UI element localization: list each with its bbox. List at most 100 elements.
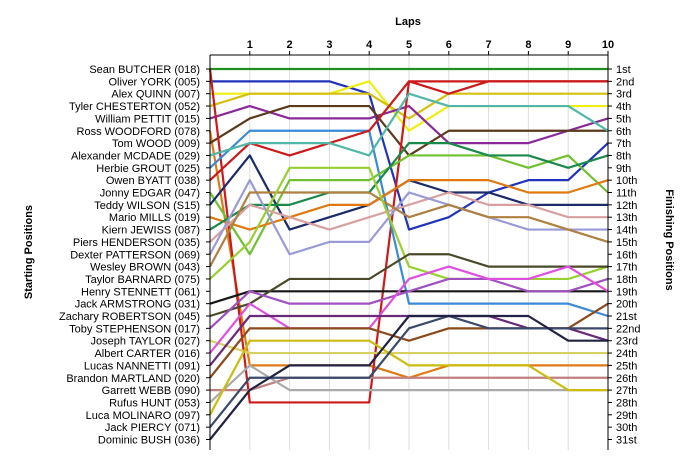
series-line <box>209 179 609 231</box>
x-tick-labels: 1 2 3 4 5 6 7 8 9 10 <box>247 39 614 51</box>
finishing-position-label: 17th <box>616 262 637 274</box>
starting-position-label: Lucas NANNETTI (091) <box>84 360 200 372</box>
starting-position-labels: Sean BUTCHER (018)Oliver YORK (005)Alex … <box>59 64 200 447</box>
starting-position-label: Brandon MARTLAND (020) <box>66 373 200 385</box>
finishing-position-label: 30th <box>616 422 637 434</box>
starting-position-label: Oliver YORK (005) <box>109 76 201 88</box>
finishing-position-label: 9th <box>616 163 631 175</box>
starting-position-label: William PETTIT (015) <box>95 113 200 125</box>
finishing-position-label: 2nd <box>616 76 634 88</box>
starting-position-label: Wesley BROWN (043) <box>90 262 200 274</box>
series-line <box>209 277 609 330</box>
y-axis-title-left: Starting Positions <box>23 205 35 299</box>
finishing-position-label: 18th <box>616 274 637 286</box>
series-line <box>209 142 609 231</box>
finishing-position-label: 14th <box>616 225 637 237</box>
series-line <box>209 314 608 441</box>
series-line <box>210 80 609 231</box>
finishing-position-label: 4th <box>616 101 631 113</box>
starting-position-label: Alex QUINN (007) <box>111 89 200 101</box>
starting-position-label: Ross WOODFORD (078) <box>77 126 200 138</box>
starting-position-label: Mario MILLS (019) <box>109 212 200 224</box>
finishing-position-label: 10th <box>616 175 637 187</box>
x-tick-label: 1 <box>247 39 253 51</box>
finishing-position-label: 1st <box>616 64 631 76</box>
series-line <box>209 339 608 416</box>
starting-position-label: Zachary ROBERTSON (045) <box>59 311 200 323</box>
starting-position-label: Sean BUTCHER (018) <box>89 64 200 76</box>
starting-position-label: Toby STEPHENSON (017) <box>69 323 200 335</box>
starting-position-label: Owen BYATT (038) <box>106 175 200 187</box>
finishing-position-label: 20th <box>616 299 637 311</box>
finishing-position-label: 12th <box>616 200 637 212</box>
finishing-position-label: 28th <box>616 397 637 409</box>
starting-position-label: Albert CARTER (016) <box>94 348 200 360</box>
finishing-position-label: 16th <box>616 249 637 261</box>
starting-position-label: Teddy WILSON (S15) <box>94 200 200 212</box>
starting-position-label: Henry STENNETT (061) <box>81 286 200 298</box>
x-tick-label: 10 <box>602 39 614 51</box>
series-lines <box>208 67 609 441</box>
finishing-position-label: 8th <box>616 150 631 162</box>
series-line <box>209 339 608 355</box>
finishing-position-label: 26th <box>616 373 637 385</box>
finishing-position-label: 5th <box>616 113 631 125</box>
starting-position-label: Dominic BUSH (036) <box>98 435 200 447</box>
starting-position-label: Garrett WEBB (090) <box>102 385 200 397</box>
series-line <box>209 104 609 145</box>
finishing-position-label: 7th <box>616 138 631 150</box>
finishing-position-label: 27th <box>616 385 637 397</box>
series-line <box>209 265 609 354</box>
finishing-position-labels: 1st2nd3rd4th5th6th7th8th9th10th11th12th1… <box>616 64 640 447</box>
series-line <box>209 92 609 157</box>
finishing-position-label: 31st <box>616 435 637 447</box>
series-line <box>209 314 608 428</box>
series-line <box>209 191 608 243</box>
y-axis-title-right: Finishing Positions <box>663 189 675 290</box>
finishing-position-label: 6th <box>616 126 631 138</box>
starting-position-label: Herbie GROUT (025) <box>96 163 200 175</box>
starting-position-label: Jack PIERCY (071) <box>105 422 200 434</box>
finishing-position-label: 15th <box>616 237 637 249</box>
starting-position-label: Kiern JEWISS (087) <box>102 225 200 237</box>
starting-position-label: Jonny EDGAR (047) <box>100 188 200 200</box>
x-tick-label: 4 <box>366 39 373 51</box>
x-tick-label: 7 <box>486 39 492 51</box>
x-tick-label: 3 <box>326 39 332 51</box>
finishing-position-label: 13th <box>616 212 637 224</box>
x-tick-label: 9 <box>565 39 571 51</box>
series-line <box>209 166 609 281</box>
series-line <box>209 80 608 181</box>
finishing-position-label: 21st <box>616 311 637 323</box>
x-tick-label: 6 <box>446 39 452 51</box>
starting-position-label: Dexter PATTERSON (069) <box>70 249 200 261</box>
starting-position-label: Tyler CHESTERTON (052) <box>69 101 200 113</box>
series-line <box>209 253 608 318</box>
starting-position-label: Rufus HUNT (053) <box>109 397 200 409</box>
x-axis-title: Laps <box>395 16 421 28</box>
finishing-position-label: 29th <box>616 410 637 422</box>
series-line <box>209 364 608 404</box>
finishing-position-label: 3rd <box>616 89 632 101</box>
starting-position-label: Luca MOLINARO (097) <box>86 410 200 422</box>
finishing-position-label: 19th <box>616 286 637 298</box>
series-line <box>209 129 609 318</box>
x-tick-label: 2 <box>287 39 293 51</box>
axes <box>206 51 612 450</box>
starting-position-label: Piers HENDERSON (035) <box>73 237 200 249</box>
series-line <box>209 92 608 120</box>
starting-position-label: Taylor BARNARD (075) <box>85 274 200 286</box>
starting-position-label: Jack ARMSTRONG (031) <box>75 299 200 311</box>
series-line <box>209 179 608 256</box>
starting-position-label: Joseph TAYLOR (027) <box>91 336 200 348</box>
finishing-position-label: 24th <box>616 348 637 360</box>
starting-position-label: Tom WOOD (009) <box>112 138 200 150</box>
starting-position-label: Alexander MCDADE (029) <box>71 150 200 162</box>
finishing-position-label: 23rd <box>616 336 638 348</box>
x-tick-label: 5 <box>406 39 412 51</box>
finishing-position-label: 11th <box>616 188 637 200</box>
x-tick-label: 8 <box>525 39 531 51</box>
finishing-position-label: 22nd <box>616 323 640 335</box>
finishing-position-label: 25th <box>616 360 637 372</box>
